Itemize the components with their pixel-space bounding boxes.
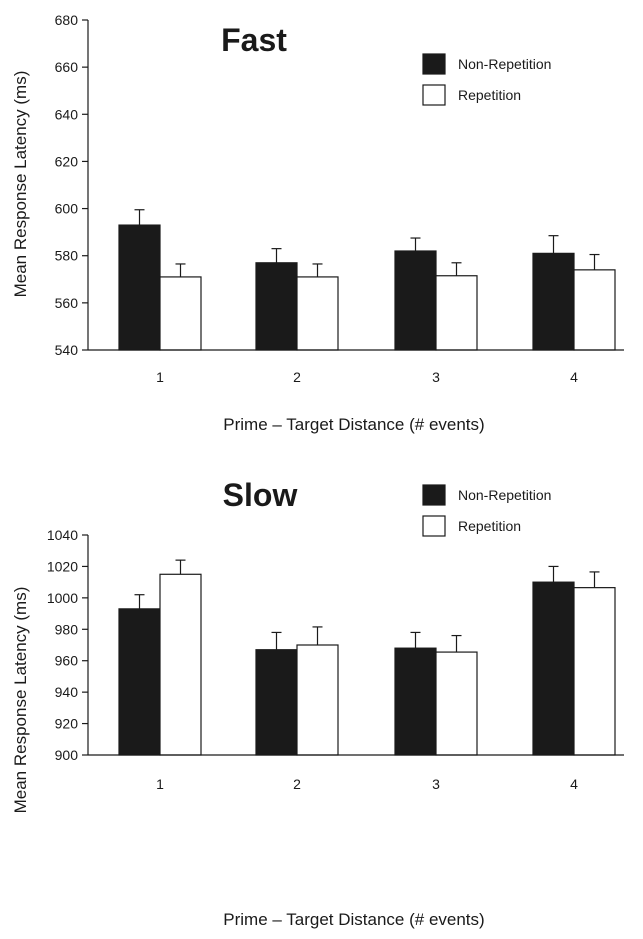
fast-bar-non-repetition xyxy=(532,252,575,351)
slow-x-ticks: 1 2 3 4 xyxy=(156,776,578,792)
fast-x-axis-label: Prime – Target Distance (# events) xyxy=(223,415,484,434)
slow-x-tick-label: 1 xyxy=(156,776,164,792)
slow-x-axis-label: Prime – Target Distance (# events) xyxy=(223,910,484,929)
fast-bar-repetition xyxy=(159,276,202,351)
fast-y-tick-label: 580 xyxy=(55,248,79,264)
slow-legend-label: Non-Repetition xyxy=(458,487,551,503)
fast-y-tick-label: 680 xyxy=(55,12,79,28)
slow-y-tick-label: 1020 xyxy=(47,558,78,574)
slow-bar-non-repetition xyxy=(532,581,575,756)
slow-y-axis-label: Mean Response Latency (ms) xyxy=(11,587,30,814)
fast-x-tick-label: 1 xyxy=(156,369,164,385)
slow-legend-swatch xyxy=(422,484,446,506)
fast-bar-repetition xyxy=(435,275,478,351)
slow-x-tick-label: 2 xyxy=(293,776,301,792)
slow-y-tick-label: 1040 xyxy=(47,527,78,543)
slow-x-tick-label: 4 xyxy=(570,776,578,792)
slow-bars xyxy=(118,559,616,756)
slow-title: Slow xyxy=(223,477,298,513)
slow-legend-swatch xyxy=(422,515,446,537)
slow-bar-repetition xyxy=(159,573,202,756)
fast-panel: Fast Mean Response Latency (ms) Prime – … xyxy=(11,12,624,434)
slow-y-tick-label: 900 xyxy=(55,747,79,763)
fast-y-tick-label: 540 xyxy=(55,342,79,358)
fast-y-tick-label: 600 xyxy=(55,201,79,217)
fast-legend-swatch xyxy=(422,84,446,106)
fast-bar-repetition xyxy=(573,269,616,351)
slow-y-tick-label: 960 xyxy=(55,653,79,669)
fast-legend: Non-Repetition Repetition xyxy=(422,53,551,106)
slow-y-tick-label: 1000 xyxy=(47,590,78,606)
fast-bars xyxy=(118,209,616,351)
fast-bar-non-repetition xyxy=(118,224,161,351)
slow-y-tick-label: 940 xyxy=(55,684,79,700)
fast-y-axis-label: Mean Response Latency (ms) xyxy=(11,71,30,298)
fast-legend-label: Repetition xyxy=(458,87,521,103)
fast-bar-repetition xyxy=(296,276,339,351)
fast-y-tick-label: 640 xyxy=(55,106,79,122)
slow-bar-repetition xyxy=(296,644,339,756)
fast-y-tick-label: 660 xyxy=(55,59,79,75)
slow-y-tick-label: 920 xyxy=(55,716,79,732)
fast-legend-label: Non-Repetition xyxy=(458,56,551,72)
slow-legend-label: Repetition xyxy=(458,518,521,534)
slow-y-ticks: 900 920 940 960 980 1000 1020 1040 xyxy=(47,527,88,763)
fast-bar-non-repetition xyxy=(394,250,437,351)
fast-y-tick-label: 560 xyxy=(55,295,79,311)
fast-y-ticks: 540 560 580 600 620 640 660 680 xyxy=(55,12,88,358)
slow-panel: Slow Mean Response Latency (ms) Prime – … xyxy=(11,477,624,929)
fast-x-tick-label: 2 xyxy=(293,369,301,385)
slow-bar-non-repetition xyxy=(118,608,161,756)
slow-bar-repetition xyxy=(573,587,616,756)
slow-bar-repetition xyxy=(435,651,478,756)
fast-bar-non-repetition xyxy=(255,262,298,351)
slow-y-tick-label: 980 xyxy=(55,621,79,637)
fast-title: Fast xyxy=(221,22,287,58)
fast-x-ticks: 1 2 3 4 xyxy=(156,369,578,385)
slow-bar-non-repetition xyxy=(255,649,298,756)
slow-legend: Non-Repetition Repetition xyxy=(422,484,551,537)
fast-legend-swatch xyxy=(422,53,446,75)
slow-bar-non-repetition xyxy=(394,647,437,756)
fast-x-tick-label: 4 xyxy=(570,369,578,385)
fast-y-tick-label: 620 xyxy=(55,153,79,169)
fast-x-tick-label: 3 xyxy=(432,369,440,385)
slow-x-tick-label: 3 xyxy=(432,776,440,792)
